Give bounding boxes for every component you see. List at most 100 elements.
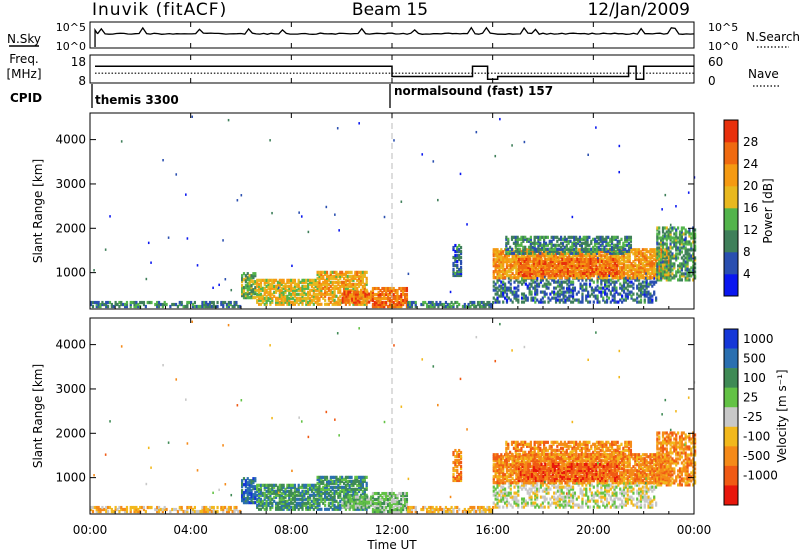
power-cell-1365 bbox=[539, 278, 543, 282]
power-cell-1610 bbox=[617, 292, 620, 296]
power-cell-3316 bbox=[544, 269, 547, 274]
velocity-cell-170 bbox=[246, 491, 249, 495]
power-cell-1522 bbox=[588, 278, 592, 282]
power-cell-761 bbox=[352, 284, 355, 288]
power-cell-2919 bbox=[529, 241, 532, 245]
power-cell-3240 bbox=[521, 265, 524, 270]
power-cell-449 bbox=[301, 292, 304, 296]
power-cell-2347 bbox=[588, 252, 592, 256]
power-cell-3766 bbox=[680, 278, 683, 282]
power-cell-1853 bbox=[509, 264, 512, 268]
power-cell-3000 bbox=[556, 239, 559, 243]
power-cell-3593 bbox=[660, 274, 663, 278]
power-cell-46 bbox=[135, 302, 138, 307]
power-cell-3589 bbox=[658, 230, 661, 234]
velocity-cell-920 bbox=[369, 503, 373, 507]
power-cell-1595 bbox=[613, 298, 616, 302]
velocity-cell-597 bbox=[325, 479, 329, 483]
power-cell-988 bbox=[385, 286, 388, 291]
power-cell-17 bbox=[105, 302, 108, 307]
power-cell-3031 bbox=[567, 239, 570, 243]
power-cell-3692 bbox=[671, 276, 674, 280]
power-cell-483 bbox=[307, 278, 310, 282]
power-cell-3660 bbox=[667, 272, 670, 276]
power-cell-2216 bbox=[568, 252, 571, 256]
power-cell-2619 bbox=[634, 262, 637, 266]
power-cell-2567 bbox=[624, 264, 627, 268]
velocity-cell-417 bbox=[293, 487, 297, 491]
velocity-cell-310 bbox=[274, 503, 278, 507]
power-cell-2330 bbox=[587, 268, 590, 272]
velocity-cell-384 bbox=[288, 493, 291, 497]
power-cell-1866 bbox=[511, 256, 514, 260]
power-cell-2862 bbox=[509, 249, 512, 253]
velocity-cell-109 bbox=[210, 509, 213, 514]
power-cell-808 bbox=[359, 280, 363, 284]
power-cell-3687 bbox=[669, 236, 672, 240]
power-cell-3966 bbox=[669, 223, 672, 227]
power-cell-2024 bbox=[536, 254, 539, 258]
power-cell-2913 bbox=[527, 239, 531, 243]
power-cell-1824 bbox=[503, 254, 507, 258]
power-cell-880 bbox=[352, 300, 356, 304]
power-cell-390 bbox=[290, 296, 293, 300]
power-cell-3910 bbox=[269, 139, 271, 142]
power-cell-1941 bbox=[524, 276, 527, 280]
power-cell-2488 bbox=[611, 254, 614, 258]
power-cell-1098 bbox=[429, 300, 432, 305]
power-cell-1354 bbox=[536, 284, 539, 288]
power-cell-3534 bbox=[612, 271, 615, 276]
power-cell-620 bbox=[329, 270, 332, 274]
power-cell-3744 bbox=[677, 246, 680, 250]
velocity-cell-325 bbox=[276, 485, 280, 489]
power-cell-3314 bbox=[542, 259, 545, 264]
power-cell-1034 bbox=[396, 292, 399, 297]
velocity-cell-415 bbox=[293, 491, 297, 495]
power-cell-835 bbox=[363, 288, 366, 292]
power-cell-362 bbox=[284, 296, 287, 300]
velocity-cell-881 bbox=[352, 503, 356, 507]
power-cell-798 bbox=[358, 276, 361, 280]
velocity-cell-429 bbox=[297, 501, 300, 505]
power-cell-1361 bbox=[539, 300, 543, 304]
velocity-cell-880 bbox=[352, 505, 356, 509]
velocity-cell-552 bbox=[318, 479, 321, 483]
power-cell-1700 bbox=[643, 280, 646, 284]
date-title: 12/Jan/2009 bbox=[587, 0, 690, 20]
power-cell-1496 bbox=[581, 296, 584, 300]
power-cell-1215 bbox=[494, 300, 497, 304]
velocity-cell-787 bbox=[356, 475, 359, 479]
power-cell-742 bbox=[348, 270, 351, 274]
power-cell-1702 bbox=[645, 294, 648, 298]
velocity-cell-459 bbox=[303, 495, 306, 499]
power-colorbar-tick-1: 8 bbox=[743, 245, 751, 259]
power-cell-1022 bbox=[394, 302, 397, 307]
power-cell-1288 bbox=[515, 286, 518, 290]
velocity-cell-908 bbox=[364, 499, 367, 503]
power-cell-2539 bbox=[621, 276, 624, 280]
velocity-cell-167 bbox=[246, 497, 249, 501]
power-cell-575 bbox=[324, 302, 327, 306]
power-cell-2992 bbox=[554, 247, 557, 251]
velocity-cell-248 bbox=[261, 501, 264, 505]
power-cell-3014 bbox=[561, 241, 565, 245]
velocity-cell-251 bbox=[261, 491, 264, 495]
power-cell-1950 bbox=[524, 256, 527, 260]
power-cell-1466 bbox=[570, 280, 573, 284]
velocity-cell-774 bbox=[354, 481, 357, 485]
power-cell-1767 bbox=[496, 270, 499, 274]
power-cell-3498 bbox=[598, 257, 602, 262]
power-cell-2137 bbox=[554, 252, 558, 256]
power-cell-1004 bbox=[388, 286, 392, 291]
power-cell-1980 bbox=[530, 276, 533, 280]
power-cell-3079 bbox=[582, 235, 585, 239]
power-cell-2607 bbox=[632, 268, 635, 272]
power-cell-3200 bbox=[622, 241, 625, 245]
power-cell-1642 bbox=[626, 292, 629, 296]
power-cell-200 bbox=[252, 288, 255, 292]
power-cell-2755 bbox=[654, 258, 658, 262]
power-cell-2499 bbox=[613, 256, 616, 260]
power-cell-2926 bbox=[533, 251, 536, 255]
power-cell-3948 bbox=[186, 237, 189, 240]
power-cell-2921 bbox=[529, 237, 532, 241]
